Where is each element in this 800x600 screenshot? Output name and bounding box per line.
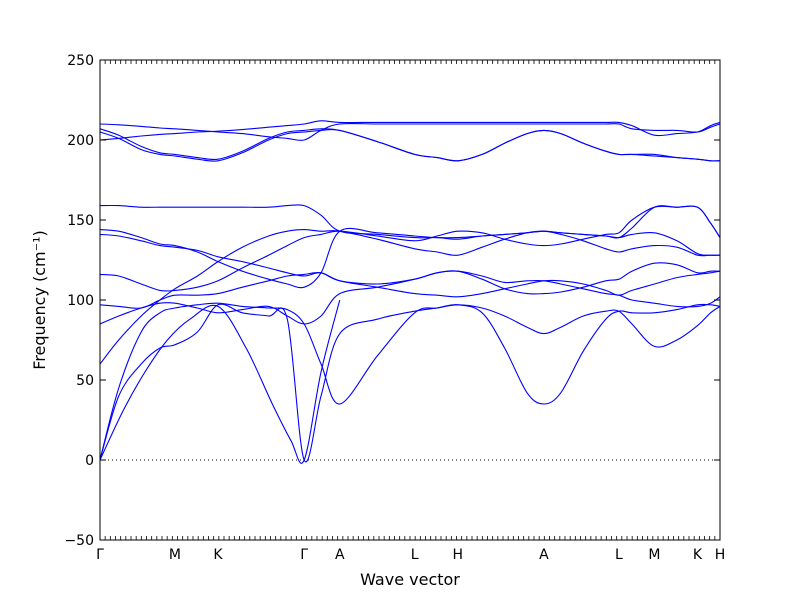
- x-tick-label: K: [213, 547, 223, 563]
- x-tick-label: A: [335, 547, 345, 563]
- y-axis-title: Frequency (cm⁻¹): [30, 230, 49, 369]
- y-tick-label: 50: [76, 373, 94, 389]
- y-tick-label: 0: [85, 453, 94, 469]
- y-tick-label: 150: [67, 213, 94, 229]
- x-tick-label: M: [648, 547, 660, 563]
- branch-line-2: [100, 303, 720, 463]
- branch-line-3: [100, 299, 341, 464]
- branch-line-9: [100, 205, 720, 289]
- y-tick-label: 200: [67, 133, 94, 149]
- x-tick-label: L: [411, 547, 419, 563]
- phonon-branches: [100, 120, 720, 464]
- x-tick-label: M: [169, 547, 181, 563]
- branch-line-11: [100, 128, 720, 162]
- x-tick-label: A: [539, 547, 549, 563]
- x-axis-title: Wave vector: [360, 570, 460, 589]
- branch-line-6: [100, 270, 720, 309]
- y-tick-label: 100: [67, 293, 94, 309]
- x-tick-label: K: [693, 547, 703, 563]
- branch-line-13: [100, 122, 720, 141]
- branch-line-8: [100, 233, 720, 298]
- y-tick-label: −50: [64, 533, 94, 549]
- x-tick-label: Γ: [300, 547, 308, 563]
- x-tick-label: H: [715, 547, 726, 563]
- branch-line-14: [100, 120, 720, 141]
- branch-line-12: [100, 128, 720, 162]
- x-tick-label: L: [615, 547, 623, 563]
- branch-line-4: [100, 229, 720, 365]
- branch-line-1: [100, 302, 720, 461]
- x-tick-label: Γ: [96, 547, 104, 563]
- x-tick-label: H: [452, 547, 463, 563]
- y-axis-ticks: −50 0 50 100 150 200 250: [64, 53, 720, 549]
- y-tick-label: 250: [67, 53, 94, 69]
- branch-line-7: [100, 205, 720, 292]
- branch-line-10: [100, 204, 720, 256]
